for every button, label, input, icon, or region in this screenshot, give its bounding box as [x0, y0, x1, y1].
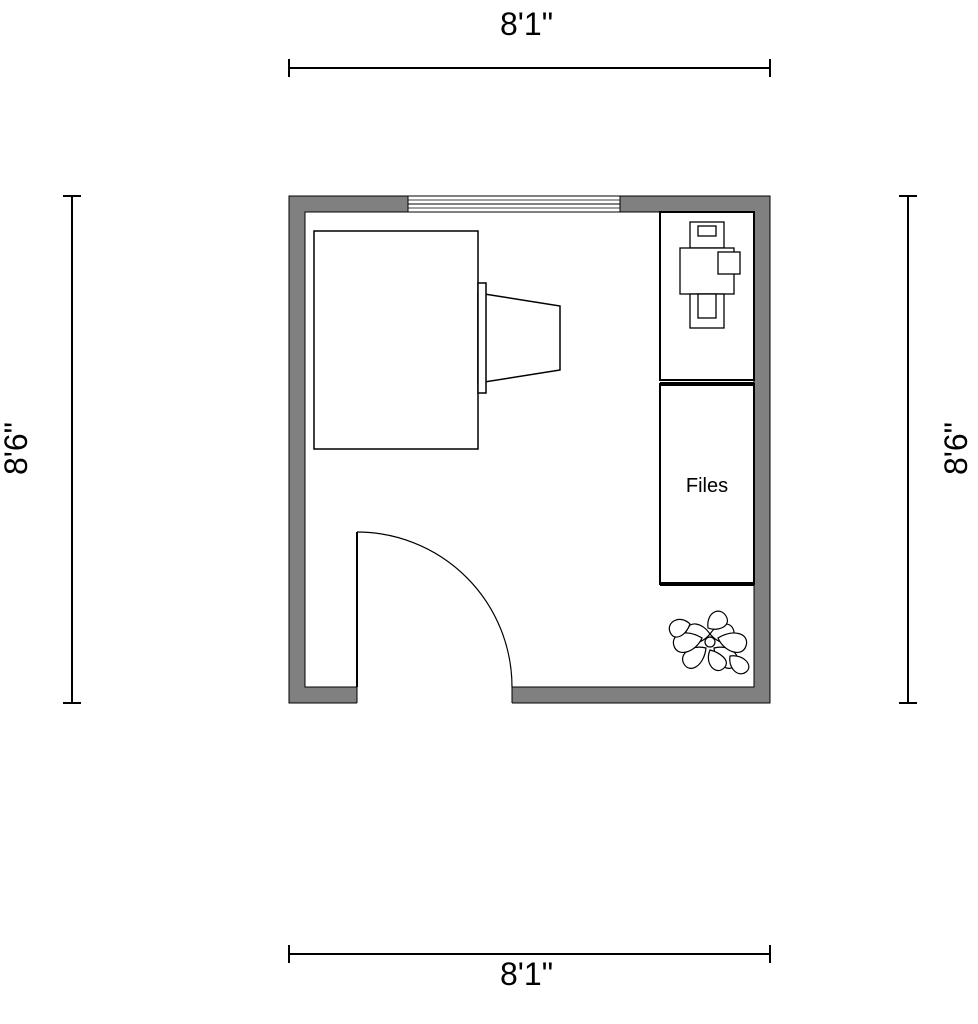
- printer-cabinet: [660, 212, 754, 380]
- desk: [314, 231, 478, 449]
- files-cabinet: Files: [660, 384, 754, 584]
- files-label: Files: [686, 475, 728, 497]
- window-top: [408, 196, 620, 212]
- floor-plan-svg: Files: [0, 0, 978, 1024]
